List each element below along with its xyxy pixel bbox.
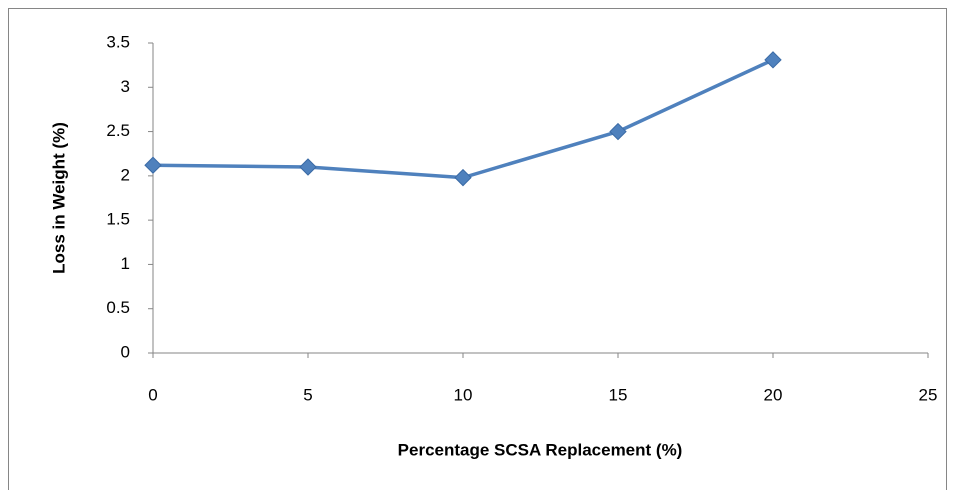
y-tick-label: 3 [121,77,130,96]
y-tick-label: 2.5 [106,121,130,140]
x-tick-label: 0 [148,385,157,404]
y-tick-label: 2 [121,165,130,184]
y-axis-title: Loss in Weight (%) [49,122,68,274]
x-tick-label: 15 [609,385,628,404]
marker [764,51,782,69]
marker [609,122,627,141]
y-tick-label: 1.5 [106,210,130,229]
x-tick-label: 20 [764,385,783,404]
y-tick-label: 0.5 [106,298,130,317]
chart-border [8,8,947,490]
x-axis-title: Percentage SCSA Replacement (%) [398,440,683,459]
x-tick-label: 10 [454,385,473,404]
y-tick-label: 3.5 [106,32,130,51]
marker [144,156,162,174]
y-tick-label: 0 [121,342,130,361]
x-tick-label: 25 [919,385,938,404]
y-tick-label: 1 [121,254,130,273]
marker [299,158,317,176]
marker [454,168,472,187]
x-tick-label: 5 [303,385,312,404]
